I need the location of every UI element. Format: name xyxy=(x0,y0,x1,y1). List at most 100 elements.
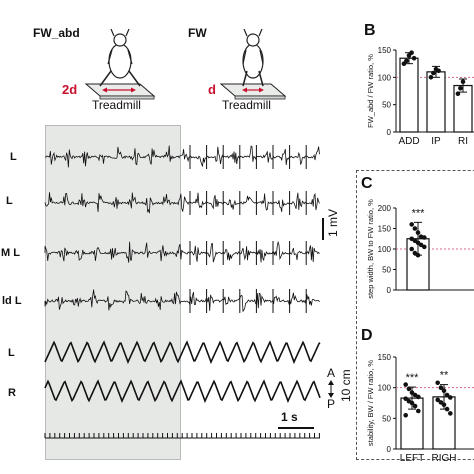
data-point xyxy=(415,252,421,258)
y-tick-label: 0 xyxy=(387,445,392,454)
significance-label: *** xyxy=(412,207,426,219)
condition-title-fw: FW xyxy=(188,26,207,40)
data-point xyxy=(448,411,453,416)
treadmill-label-fw: Treadmill xyxy=(222,98,271,112)
y-tick-label: 100 xyxy=(378,245,392,254)
channel-label-6: R xyxy=(8,387,16,399)
time-scale-bar xyxy=(278,427,314,429)
y-tick-label: 100 xyxy=(378,73,392,82)
channel-label-3: M L xyxy=(1,247,20,259)
panel-letter-b: B xyxy=(364,22,376,39)
kinematic-trace-1 xyxy=(44,340,321,365)
data-point xyxy=(416,394,421,400)
data-point xyxy=(441,402,447,408)
anterior-label: A xyxy=(327,366,336,380)
fw-abd-highlight xyxy=(45,125,181,460)
data-point xyxy=(435,397,440,403)
y-tick-label: 100 xyxy=(378,384,392,393)
panel-letter-c: C xyxy=(361,175,373,192)
step-width-label-abd: 2d xyxy=(62,82,78,97)
category-label: IP xyxy=(431,136,441,147)
data-point xyxy=(438,385,444,390)
emg-trace-2 xyxy=(44,192,320,214)
data-point xyxy=(403,413,408,418)
data-point xyxy=(409,246,414,252)
panel-letter-d: D xyxy=(361,327,373,344)
data-point xyxy=(460,79,466,84)
data-point xyxy=(455,91,461,96)
y-axis-label: stability, BW / FW ratio, % xyxy=(366,360,375,446)
kinematic-trace-2 xyxy=(44,379,321,404)
y-tick-label: 200 xyxy=(378,204,392,213)
distance-scale-label: 10 cm xyxy=(339,369,353,402)
y-axis-label: step width, BW to FW ratio, % xyxy=(366,199,375,299)
emg-scale-bar xyxy=(322,218,324,240)
data-point xyxy=(444,392,450,398)
y-tick-label: 50 xyxy=(382,414,391,423)
data-point xyxy=(412,403,418,409)
emg-trace-3 xyxy=(44,240,320,263)
category-label: RIGH xyxy=(432,453,457,464)
y-tick-label: 150 xyxy=(378,225,392,234)
panel-c-frame xyxy=(356,170,474,460)
data-point xyxy=(436,68,441,74)
treadmill-illustration-abd xyxy=(84,28,156,100)
y-tick-label: 50 xyxy=(382,266,391,275)
bar xyxy=(426,71,446,133)
y-tick-label: 150 xyxy=(378,353,392,362)
treadmill-illustration-fw xyxy=(219,28,287,100)
data-point xyxy=(441,388,447,393)
data-point xyxy=(444,406,450,412)
time-scale-label: 1 s xyxy=(281,410,298,424)
y-tick-label: 50 xyxy=(382,101,391,110)
category-label: RI xyxy=(458,136,468,147)
data-point xyxy=(448,395,453,400)
data-point xyxy=(431,70,436,76)
panel-b: B 0 50 100 150 FW_abd / FW ratio, % ADD IP RI xyxy=(356,20,474,170)
panel-d: D 0 50 100 150 stability, BW / FW ratio, % LE… xyxy=(356,322,474,474)
emg-trace-1 xyxy=(44,145,320,168)
channel-label-1: L xyxy=(10,151,17,163)
emg-trace-4 xyxy=(44,289,320,313)
data-point xyxy=(411,55,417,61)
y-tick-label: 150 xyxy=(378,46,392,55)
data-point xyxy=(412,226,418,231)
data-point xyxy=(415,230,421,235)
bar xyxy=(399,57,419,133)
data-point xyxy=(422,235,427,240)
y-axis-label: FW_abd / FW ratio, % xyxy=(366,54,375,128)
data-point xyxy=(406,386,412,392)
data-point xyxy=(428,75,434,80)
distance-arrow xyxy=(328,380,334,398)
condition-title-fw-abd: FW_abd xyxy=(33,26,80,40)
data-point xyxy=(409,222,414,227)
significance-label: ** xyxy=(440,370,449,382)
data-point xyxy=(458,86,463,91)
data-point xyxy=(403,382,408,387)
channel-label-4: ld L xyxy=(2,295,22,307)
y-tick-label: 0 xyxy=(387,286,392,295)
data-point xyxy=(409,390,415,395)
data-point xyxy=(403,396,408,401)
data-point xyxy=(416,408,421,414)
category-label: ADD xyxy=(398,136,419,147)
channel-label-2: L xyxy=(6,195,13,207)
y-tick-label: 0 xyxy=(387,128,392,137)
data-point xyxy=(409,400,415,406)
emg-and-kinematic-traces xyxy=(44,145,321,439)
step-width-label-fw: d xyxy=(208,82,216,97)
left-panel: FW_abd FW 2d d Treadmill Treadmill L L M… xyxy=(1,26,353,460)
panel-c: C 0 50 100 150 200 step width, BW to FW ratio… xyxy=(356,170,474,310)
channel-label-5: L xyxy=(8,347,15,359)
significance-label: *** xyxy=(406,372,420,384)
data-point xyxy=(404,58,409,64)
data-point xyxy=(422,244,427,250)
data-point xyxy=(438,400,444,405)
data-point xyxy=(435,380,440,386)
treadmill-label-abd: Treadmill xyxy=(92,98,141,112)
posterior-label: P xyxy=(327,397,336,411)
category-label: LEFT xyxy=(400,453,424,464)
